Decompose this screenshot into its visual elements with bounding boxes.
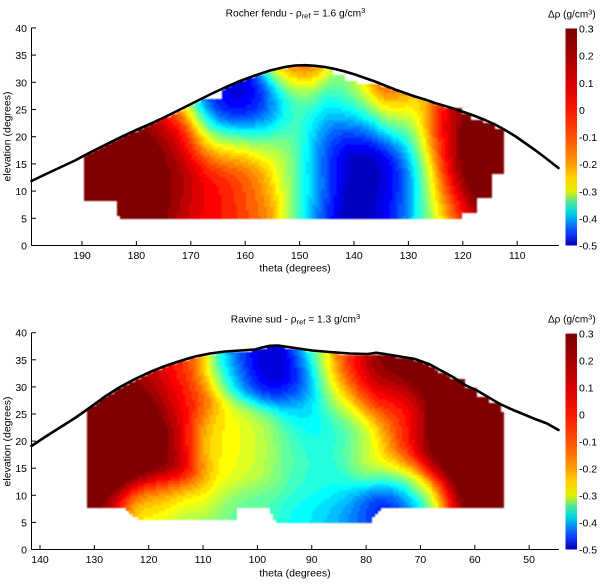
svg-text:120: 120 (140, 554, 158, 566)
svg-text:180: 180 (128, 250, 146, 262)
svg-text:-0.1: -0.1 (579, 132, 597, 144)
svg-text:5: 5 (21, 213, 27, 225)
svg-text:60: 60 (469, 554, 481, 566)
svg-text:0: 0 (579, 410, 585, 422)
svg-text:-0.1: -0.1 (579, 437, 597, 449)
svg-text:-0.3: -0.3 (579, 491, 597, 503)
svg-text:Ravine sud - ρref = 1.3 g/cm3: Ravine sud - ρref = 1.3 g/cm3 (231, 312, 360, 327)
svg-text:-0.2: -0.2 (579, 464, 597, 476)
svg-text:elevation (degrees): elevation (degrees) (2, 397, 14, 487)
svg-text:-0.3: -0.3 (579, 186, 597, 198)
svg-text:0.1: 0.1 (579, 383, 594, 395)
svg-text:190: 190 (73, 250, 91, 262)
svg-text:-0.4: -0.4 (579, 518, 597, 530)
svg-text:50: 50 (523, 554, 535, 566)
svg-text:70: 70 (415, 554, 427, 566)
svg-text:Rocher fendu - ρref = 1.6 g/cm: Rocher fendu - ρref = 1.6 g/cm3 (226, 6, 366, 21)
svg-text:35: 35 (15, 50, 27, 62)
svg-text:40: 40 (15, 328, 27, 340)
svg-text:0.2: 0.2 (579, 51, 594, 63)
svg-text:0: 0 (21, 241, 27, 253)
svg-text:35: 35 (15, 355, 27, 367)
svg-text:40: 40 (15, 23, 27, 35)
svg-text:25: 25 (15, 105, 27, 117)
svg-text:0.3: 0.3 (579, 329, 594, 341)
svg-text:110: 110 (509, 250, 526, 262)
svg-text:0.2: 0.2 (579, 356, 594, 368)
svg-text:80: 80 (360, 554, 372, 566)
svg-text:10: 10 (15, 490, 27, 502)
svg-text:140: 140 (345, 250, 363, 262)
svg-text:120: 120 (454, 250, 472, 262)
svg-text:150: 150 (291, 250, 309, 262)
svg-text:-0.4: -0.4 (579, 213, 597, 225)
svg-text:-0.5: -0.5 (579, 241, 597, 253)
svg-text:100: 100 (249, 554, 267, 566)
svg-text:130: 130 (86, 554, 104, 566)
svg-text:20: 20 (15, 436, 27, 448)
svg-text:160: 160 (236, 250, 254, 262)
svg-text:theta (degrees): theta (degrees) (259, 568, 330, 580)
svg-text:-0.2: -0.2 (579, 159, 597, 171)
svg-text:Δρ (g/cm3): Δρ (g/cm3) (548, 312, 596, 325)
svg-text:30: 30 (15, 77, 27, 89)
svg-text:theta (degrees): theta (degrees) (259, 263, 330, 275)
svg-text:15: 15 (15, 463, 27, 475)
svg-text:0.1: 0.1 (579, 78, 594, 90)
svg-text:30: 30 (15, 382, 27, 394)
svg-text:elevation (degrees): elevation (degrees) (2, 92, 14, 182)
svg-text:90: 90 (306, 554, 318, 566)
svg-text:20: 20 (15, 132, 27, 144)
svg-text:130: 130 (400, 250, 418, 262)
svg-text:110: 110 (195, 554, 212, 566)
svg-text:0: 0 (21, 545, 27, 557)
svg-text:25: 25 (15, 409, 27, 421)
svg-text:Δρ (g/cm3): Δρ (g/cm3) (548, 7, 596, 20)
svg-text:0.3: 0.3 (579, 24, 594, 36)
svg-text:-0.5: -0.5 (579, 545, 597, 557)
svg-text:0: 0 (579, 105, 585, 117)
svg-text:170: 170 (182, 250, 200, 262)
svg-text:10: 10 (15, 186, 27, 198)
svg-text:5: 5 (21, 517, 27, 529)
svg-text:15: 15 (15, 159, 27, 171)
svg-text:140: 140 (31, 554, 49, 566)
